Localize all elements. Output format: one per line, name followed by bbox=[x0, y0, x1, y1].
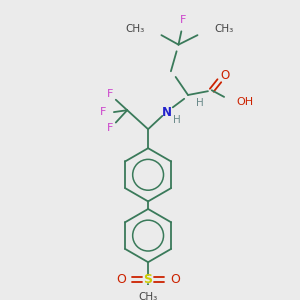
Text: F: F bbox=[107, 123, 113, 133]
Text: O: O bbox=[170, 273, 180, 286]
Text: N: N bbox=[162, 106, 172, 118]
Text: CH₃: CH₃ bbox=[139, 292, 158, 300]
Text: O: O bbox=[220, 68, 230, 82]
Text: S: S bbox=[144, 273, 153, 286]
Text: CH₃: CH₃ bbox=[214, 24, 234, 34]
Text: F: F bbox=[107, 89, 113, 99]
Text: F: F bbox=[180, 15, 186, 25]
Text: O: O bbox=[117, 273, 126, 286]
Text: F: F bbox=[100, 107, 106, 117]
Text: CH₃: CH₃ bbox=[125, 24, 144, 34]
Text: H: H bbox=[196, 98, 203, 108]
Text: H: H bbox=[173, 115, 181, 125]
Text: OH: OH bbox=[236, 97, 254, 106]
